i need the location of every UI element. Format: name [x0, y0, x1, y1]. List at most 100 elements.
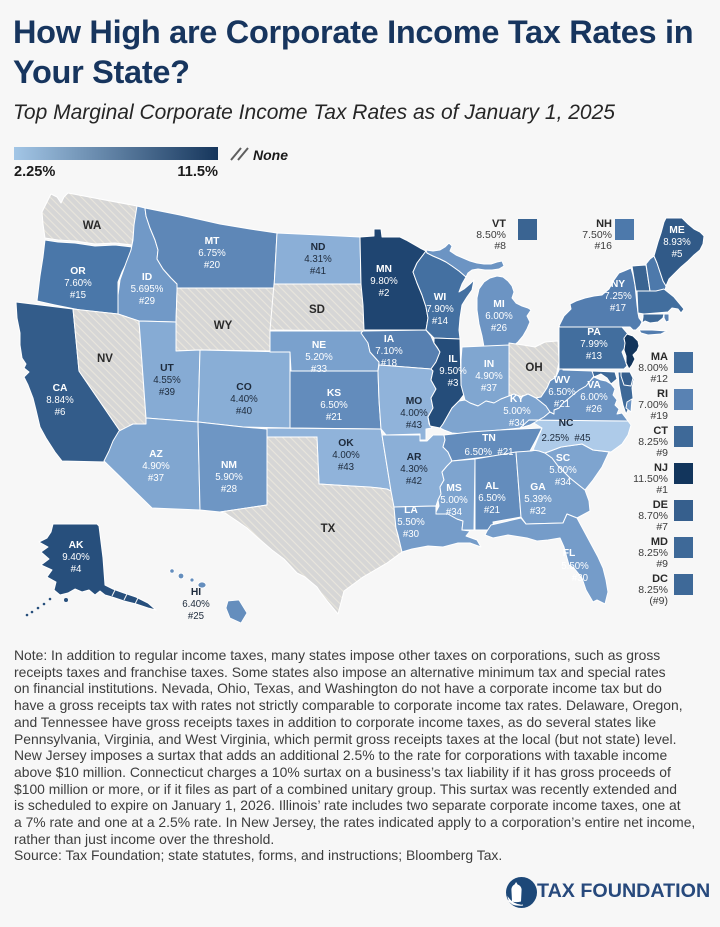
svg-text:PA: PA — [587, 327, 601, 338]
svg-text:NY: NY — [611, 279, 625, 290]
svg-text:IA: IA — [384, 334, 395, 345]
svg-text:8.25%: 8.25% — [638, 547, 668, 559]
svg-text:#18: #18 — [381, 358, 397, 369]
svg-text:TN: TN — [482, 433, 496, 444]
svg-text:6.00%: 6.00% — [485, 311, 513, 322]
svg-text:8.50%: 8.50% — [476, 229, 506, 241]
svg-text:#40: #40 — [236, 406, 253, 417]
svg-text:MS: MS — [446, 483, 462, 494]
svg-text:VT: VT — [492, 218, 506, 230]
svg-text:WV: WV — [554, 375, 571, 386]
svg-text:4.00%: 4.00% — [400, 408, 428, 419]
svg-text:#5: #5 — [672, 249, 683, 260]
svg-text:5.90%: 5.90% — [215, 472, 243, 483]
svg-text:#30: #30 — [572, 573, 589, 584]
svg-text:6.50%: 6.50% — [548, 387, 576, 398]
svg-text:#16: #16 — [594, 240, 612, 252]
svg-text:#4: #4 — [71, 564, 82, 575]
svg-text:OH: OH — [525, 362, 542, 374]
svg-text:#14: #14 — [432, 316, 449, 327]
svg-text:TX: TX — [321, 523, 336, 535]
svg-text:#28: #28 — [221, 484, 237, 495]
svg-text:RI: RI — [657, 388, 668, 400]
svg-text:6.75%: 6.75% — [198, 248, 226, 259]
svg-text:LA: LA — [404, 505, 418, 516]
svg-text:GA: GA — [530, 482, 546, 493]
svg-text:#39: #39 — [159, 387, 175, 398]
svg-text:8.84%: 8.84% — [46, 395, 74, 406]
svg-text:#8: #8 — [494, 240, 506, 252]
svg-text:9.50%: 9.50% — [439, 366, 467, 377]
svg-text:NE: NE — [312, 340, 326, 351]
svg-text:#15: #15 — [70, 290, 86, 301]
svg-text:MI: MI — [493, 299, 505, 310]
svg-text:#41: #41 — [310, 266, 326, 277]
svg-text:9.40%: 9.40% — [62, 552, 90, 563]
svg-text:#34: #34 — [446, 507, 463, 518]
svg-text:NJ: NJ — [654, 462, 668, 474]
svg-text:ND: ND — [311, 242, 326, 253]
svg-text:7.25%: 7.25% — [604, 291, 632, 302]
svg-text:11.50%: 11.50% — [633, 473, 668, 485]
svg-text:FL: FL — [563, 548, 576, 559]
svg-text:MO: MO — [406, 396, 423, 407]
svg-text:4.90%: 4.90% — [475, 371, 503, 382]
svg-text:#21: #21 — [326, 412, 342, 423]
svg-text:#2: #2 — [379, 288, 390, 299]
svg-text:CT: CT — [653, 425, 668, 437]
svg-text:6.50% #21: 6.50% #21 — [464, 447, 513, 458]
svg-text:5.50%: 5.50% — [397, 517, 425, 528]
svg-text:5.00%: 5.00% — [503, 406, 531, 417]
svg-text:4.40%: 4.40% — [230, 394, 258, 405]
svg-text:#26: #26 — [586, 404, 602, 415]
svg-text:8.25%: 8.25% — [638, 584, 668, 596]
svg-text:DC: DC — [652, 573, 668, 585]
svg-text:#37: #37 — [148, 473, 164, 484]
svg-text:#17: #17 — [610, 303, 626, 314]
svg-text:SC: SC — [556, 453, 571, 464]
svg-text:#21: #21 — [484, 505, 500, 516]
svg-text:2.25% #45: 2.25% #45 — [541, 433, 590, 444]
svg-text:CA: CA — [53, 383, 68, 394]
svg-text:6.50%: 6.50% — [478, 493, 506, 504]
svg-text:#42: #42 — [406, 476, 422, 487]
svg-text:#19: #19 — [650, 410, 668, 422]
svg-text:4.55%: 4.55% — [153, 375, 181, 386]
svg-text:WI: WI — [434, 292, 447, 303]
svg-text:5.00%: 5.00% — [549, 465, 577, 476]
svg-text:4.31%: 4.31% — [304, 254, 332, 265]
svg-text:NC: NC — [559, 418, 574, 429]
svg-text:MN: MN — [376, 264, 392, 275]
svg-text:5.50%: 5.50% — [561, 561, 589, 572]
svg-text:#6: #6 — [55, 407, 66, 418]
svg-text:MD: MD — [651, 536, 668, 548]
svg-text:5.695%: 5.695% — [131, 284, 164, 295]
svg-text:OK: OK — [338, 438, 354, 449]
svg-text:SD: SD — [309, 304, 325, 316]
svg-text:MT: MT — [205, 236, 221, 247]
svg-text:IL: IL — [448, 354, 457, 365]
svg-text:KS: KS — [327, 388, 341, 399]
svg-text:MA: MA — [651, 351, 668, 363]
svg-text:#43: #43 — [406, 420, 422, 431]
svg-text:#7: #7 — [656, 521, 668, 533]
svg-text:#1: #1 — [656, 484, 668, 496]
svg-text:6.40%: 6.40% — [182, 599, 210, 610]
svg-text:AK: AK — [69, 540, 84, 551]
svg-text:ID: ID — [142, 272, 152, 283]
svg-text:IN: IN — [484, 359, 494, 370]
svg-text:7.99%: 7.99% — [580, 339, 608, 350]
svg-text:7.00%: 7.00% — [638, 399, 668, 411]
svg-text:WA: WA — [83, 220, 102, 232]
svg-text:ME: ME — [669, 225, 685, 236]
svg-text:VA: VA — [587, 380, 601, 391]
svg-text:7.50%: 7.50% — [582, 229, 612, 241]
svg-text:7.60%: 7.60% — [64, 278, 92, 289]
svg-text:#37: #37 — [481, 383, 497, 394]
svg-text:8.25%: 8.25% — [638, 436, 668, 448]
svg-text:HI: HI — [191, 587, 201, 598]
svg-text:5.20%: 5.20% — [305, 352, 333, 363]
svg-text:7.10%: 7.10% — [375, 346, 403, 357]
svg-text:#30: #30 — [403, 529, 420, 540]
svg-text:#21: #21 — [554, 399, 570, 410]
